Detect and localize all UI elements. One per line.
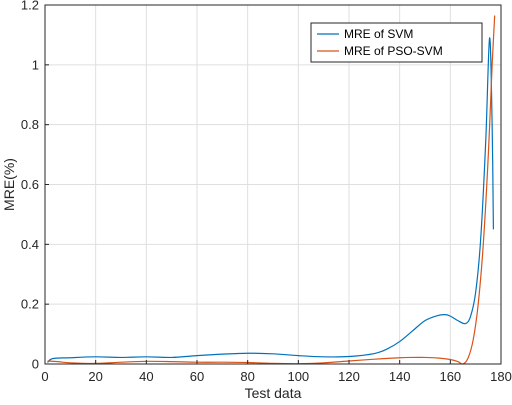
x-tick-label: 20 (88, 369, 102, 384)
x-tick-label: 80 (240, 369, 254, 384)
series-line-pso-svm (47, 15, 496, 365)
x-tick-label: 160 (439, 369, 461, 384)
y-tick-label: 0.2 (21, 297, 39, 312)
legend-label-pso-svm: MRE of PSO-SVM (344, 44, 443, 58)
x-tick-label: 40 (139, 369, 153, 384)
legend-box (310, 22, 483, 63)
y-tick-label: 1.2 (21, 0, 39, 13)
x-tick-label: 120 (338, 369, 360, 384)
series-layer (47, 15, 496, 365)
x-axis-label: Test data (245, 385, 302, 401)
legend: MRE of SVM MRE of PSO-SVM (310, 22, 483, 63)
x-tick-label: 100 (287, 369, 309, 384)
x-tick-label: 140 (389, 369, 411, 384)
y-tick-label: 0.8 (21, 117, 39, 132)
x-tick-label: 60 (190, 369, 204, 384)
series-line-svm (47, 37, 494, 363)
y-tick-label: 0.6 (21, 177, 39, 192)
x-tick-label: 0 (41, 369, 48, 384)
y-tick-label: 0 (32, 357, 39, 372)
y-tick-label: 0.4 (21, 237, 39, 252)
legend-label-svm: MRE of SVM (344, 27, 413, 41)
y-tick-label: 1 (32, 57, 39, 72)
axis-ticks: 0 20 40 60 80 100 120 140 160 180 0 0.2 0.4 0.6 0.8 1 1.… (21, 0, 512, 384)
y-axis-label: MRE(%) (1, 158, 17, 211)
x-tick-label: 180 (490, 369, 512, 384)
